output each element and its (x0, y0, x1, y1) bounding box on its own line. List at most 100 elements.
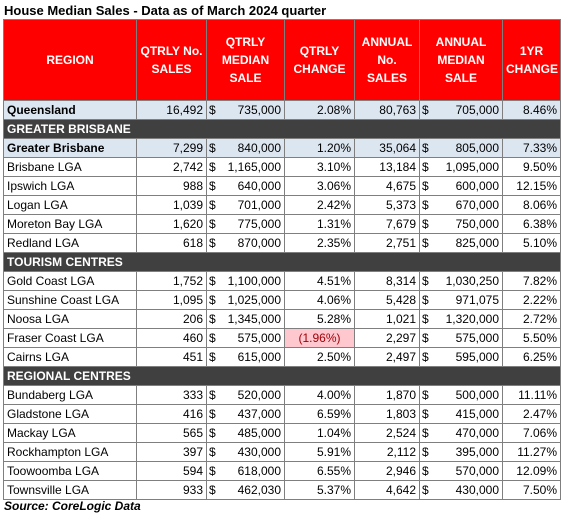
amount-value: 825,000 (455, 235, 499, 250)
column-header-qtrly-change: QTRLY CHANGE (284, 19, 355, 101)
currency-symbol: $ (422, 178, 429, 193)
qtrly-change-cell: 1.31% (284, 214, 355, 234)
region-cell: Brisbane LGA (3, 157, 137, 177)
annual-no-sales-cell: 1,870 (354, 385, 420, 405)
currency-symbol: $ (209, 330, 216, 345)
column-header-1yr-change: 1YR CHANGE (502, 19, 561, 101)
qtrly-median-sale-cell: $1,345,000 (206, 309, 285, 329)
1yr-change-cell: 5.50% (502, 328, 561, 348)
currency-symbol: $ (209, 159, 216, 174)
currency-symbol: $ (209, 216, 216, 231)
currency-symbol: $ (209, 482, 216, 497)
amount-value: 705,000 (455, 102, 499, 117)
qtrly-median-sale-cell: $520,000 (206, 385, 285, 405)
region-cell: Mackay LGA (3, 423, 137, 443)
subtotal-row: Greater Brisbane 7,299 $840,000 1.20% 35,064… (3, 138, 561, 158)
currency-symbol: $ (422, 349, 429, 364)
currency-symbol: $ (422, 216, 429, 231)
qtrly-median-sale-cell: $735,000 (206, 100, 285, 120)
house-median-sales-table: REGION QTRLY No. SALES QTRLY MEDIAN SALE… (3, 19, 561, 500)
amount-value: 1,345,000 (227, 311, 281, 326)
1yr-change-cell: 2.72% (502, 309, 561, 329)
section-header-row: TOURISM CENTRES (3, 252, 561, 272)
amount-value: 640,000 (237, 178, 281, 193)
amount-value: 618,000 (237, 463, 281, 478)
amount-value: 430,000 (455, 482, 499, 497)
currency-symbol: $ (209, 273, 216, 288)
region-cell: Redland LGA (3, 233, 137, 253)
qtrly-no-sales-cell: 2,742 (136, 157, 207, 177)
qtrly-change-cell: 1.04% (284, 423, 355, 443)
qtrly-change-cell-negative: (1.96%) (284, 328, 355, 348)
1yr-change-cell: 7.33% (502, 138, 561, 158)
qtrly-no-sales-cell: 988 (136, 176, 207, 196)
qtrly-change-cell: 3.10% (284, 157, 355, 177)
currency-symbol: $ (422, 330, 429, 345)
1yr-change-cell: 6.25% (502, 347, 561, 367)
qtrly-no-sales-cell: 1,039 (136, 195, 207, 215)
annual-no-sales-cell: 2,946 (354, 461, 420, 481)
table-row: Noosa LGA 206 $1,345,000 5.28% 1,021 $1,320,0… (3, 309, 561, 329)
currency-symbol: $ (422, 292, 429, 307)
table-body: Queensland 16,492 $735,000 2.08% 80,763 $705,… (3, 100, 561, 500)
table-row: Ipswich LGA 988 $640,000 3.06% 4,675 $600,000… (3, 176, 561, 196)
qtrly-no-sales-cell: 397 (136, 442, 207, 462)
section-label: GREATER BRISBANE (3, 119, 561, 139)
amount-value: 520,000 (237, 387, 281, 402)
table-row: Rockhampton LGA 397 $430,000 5.91% 2,112 $395… (3, 442, 561, 462)
table-row: Bundaberg LGA 333 $520,000 4.00% 1,870 $500,0… (3, 385, 561, 405)
currency-symbol: $ (209, 292, 216, 307)
annual-no-sales-cell: 1,803 (354, 404, 420, 424)
section-label: TOURISM CENTRES (3, 252, 561, 272)
annual-median-sale-cell: $570,000 (419, 461, 503, 481)
annual-no-sales-cell: 2,112 (354, 442, 420, 462)
table-row: Townsville LGA 933 $462,030 5.37% 4,642 $430,… (3, 480, 561, 500)
amount-value: 1,165,000 (227, 159, 281, 174)
section-header-row: REGIONAL CENTRES (3, 366, 561, 386)
qtrly-no-sales-cell: 594 (136, 461, 207, 481)
annual-no-sales-cell: 4,675 (354, 176, 420, 196)
annual-no-sales-cell: 80,763 (354, 100, 420, 120)
qtrly-median-sale-cell: $462,030 (206, 480, 285, 500)
total-row: Queensland 16,492 $735,000 2.08% 80,763 $705,… (3, 100, 561, 120)
currency-symbol: $ (422, 102, 429, 117)
annual-median-sale-cell: $670,000 (419, 195, 503, 215)
amount-value: 570,000 (455, 463, 499, 478)
annual-no-sales-cell: 1,021 (354, 309, 420, 329)
region-cell: Queensland (3, 100, 137, 120)
amount-value: 1,025,000 (227, 292, 281, 307)
qtrly-change-cell: 2.08% (284, 100, 355, 120)
annual-median-sale-cell: $750,000 (419, 214, 503, 234)
currency-symbol: $ (422, 482, 429, 497)
table-row: Cairns LGA 451 $615,000 2.50% 2,497 $595,000 6… (3, 347, 561, 367)
amount-value: 615,000 (237, 349, 281, 364)
1yr-change-cell: 9.50% (502, 157, 561, 177)
amount-value: 971,075 (455, 292, 499, 307)
amount-value: 595,000 (455, 349, 499, 364)
source-note: Source: CoreLogic Data (4, 499, 141, 513)
region-cell: Ipswich LGA (3, 176, 137, 196)
currency-symbol: $ (209, 197, 216, 212)
region-cell: Rockhampton LGA (3, 442, 137, 462)
qtrly-median-sale-cell: $430,000 (206, 442, 285, 462)
currency-symbol: $ (422, 463, 429, 478)
currency-symbol: $ (422, 197, 429, 212)
qtrly-change-cell: 4.00% (284, 385, 355, 405)
annual-no-sales-cell: 35,064 (354, 138, 420, 158)
qtrly-median-sale-cell: $485,000 (206, 423, 285, 443)
currency-symbol: $ (422, 406, 429, 421)
qtrly-no-sales-cell: 333 (136, 385, 207, 405)
qtrly-median-sale-cell: $437,000 (206, 404, 285, 424)
qtrly-no-sales-cell: 618 (136, 233, 207, 253)
1yr-change-cell: 5.10% (502, 233, 561, 253)
currency-symbol: $ (209, 349, 216, 364)
section-header-row: GREATER BRISBANE (3, 119, 561, 139)
1yr-change-cell: 7.82% (502, 271, 561, 291)
qtrly-median-sale-cell: $840,000 (206, 138, 285, 158)
currency-symbol: $ (422, 425, 429, 440)
currency-symbol: $ (209, 425, 216, 440)
table-row: Mackay LGA 565 $485,000 1.04% 2,524 $470,000 7… (3, 423, 561, 443)
amount-value: 870,000 (237, 235, 281, 250)
table-row: Gladstone LGA 416 $437,000 6.59% 1,803 $415,0… (3, 404, 561, 424)
table-row: Gold Coast LGA 1,752 $1,100,000 4.51% 8,314 $… (3, 271, 561, 291)
